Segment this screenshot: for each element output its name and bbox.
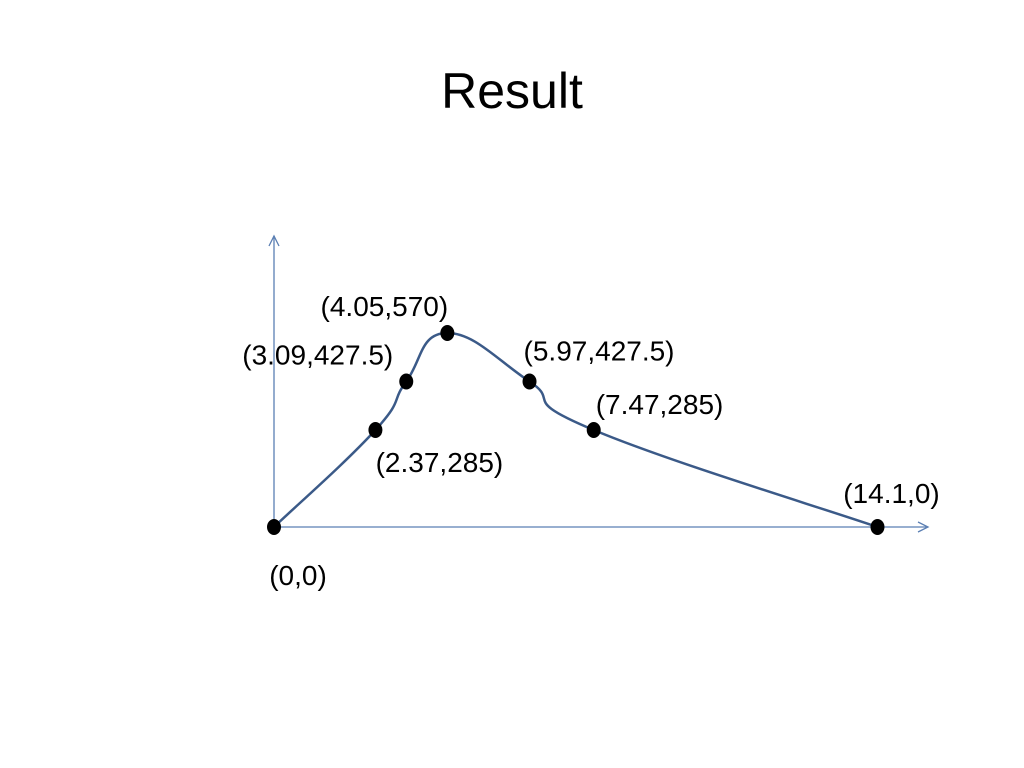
data-point-1: [368, 422, 383, 438]
data-label-2: (3.09,427.5): [242, 340, 393, 371]
data-label-4: (5.97,427.5): [524, 336, 675, 367]
data-label-3: (4.05,570): [321, 291, 449, 322]
data-label-6: (14.1,0): [843, 478, 940, 509]
data-point-6: [870, 519, 885, 535]
data-label-5: (7.47,285): [596, 389, 724, 420]
data-point-4: [522, 373, 537, 390]
data-label-1: (2.37,285): [376, 447, 504, 478]
data-label-0: (0,0): [269, 560, 327, 591]
x-axis-arrow: [917, 521, 930, 533]
chart-title: Result: [441, 63, 583, 119]
data-point-3: [440, 325, 455, 341]
data-point-2: [399, 373, 414, 390]
data-points: [267, 325, 885, 535]
y-axis-arrow: [268, 234, 280, 247]
data-point-5: [586, 422, 601, 438]
data-labels: (0,0) (2.37,285) (3.09,427.5) (4.05,570) (5.…: [242, 291, 939, 591]
data-point-0: [267, 519, 281, 535]
axes: [268, 234, 930, 533]
